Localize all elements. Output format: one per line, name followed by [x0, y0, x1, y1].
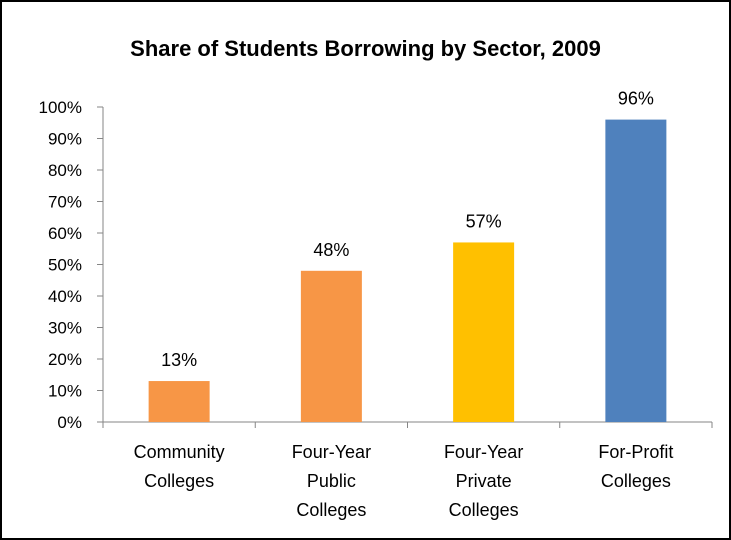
data-label: 13%: [161, 350, 197, 370]
y-tick-label: 10%: [48, 382, 82, 401]
data-label: 57%: [466, 211, 502, 231]
y-tick-label: 90%: [48, 130, 82, 149]
bar: [300, 270, 362, 422]
x-category-label: Public: [307, 471, 356, 491]
y-tick-label: 40%: [48, 287, 82, 306]
y-tick-label: 80%: [48, 161, 82, 180]
y-tick-label: 20%: [48, 350, 82, 369]
y-tick-label: 30%: [48, 319, 82, 338]
x-category-label: Community: [134, 442, 225, 462]
x-category-label: Four-Year: [292, 442, 371, 462]
bar: [605, 119, 667, 422]
x-category-label: Colleges: [296, 500, 366, 520]
data-label: 48%: [313, 240, 349, 260]
y-tick-label: 70%: [48, 193, 82, 212]
chart-title: Share of Students Borrowing by Sector, 2…: [130, 36, 601, 61]
x-category-label: Colleges: [144, 471, 214, 491]
data-label: 96%: [618, 89, 654, 109]
y-tick-label: 0%: [57, 413, 82, 432]
x-category-label: Private: [456, 471, 512, 491]
y-tick-label: 100%: [39, 98, 82, 117]
x-category-label: Colleges: [601, 471, 671, 491]
x-category-label: Colleges: [449, 500, 519, 520]
y-tick-label: 60%: [48, 224, 82, 243]
bar: [148, 381, 210, 422]
bar: [453, 242, 515, 422]
x-category-label: Four-Year: [444, 442, 523, 462]
y-tick-label: 50%: [48, 256, 82, 275]
x-category-label: For-Profit: [598, 442, 673, 462]
